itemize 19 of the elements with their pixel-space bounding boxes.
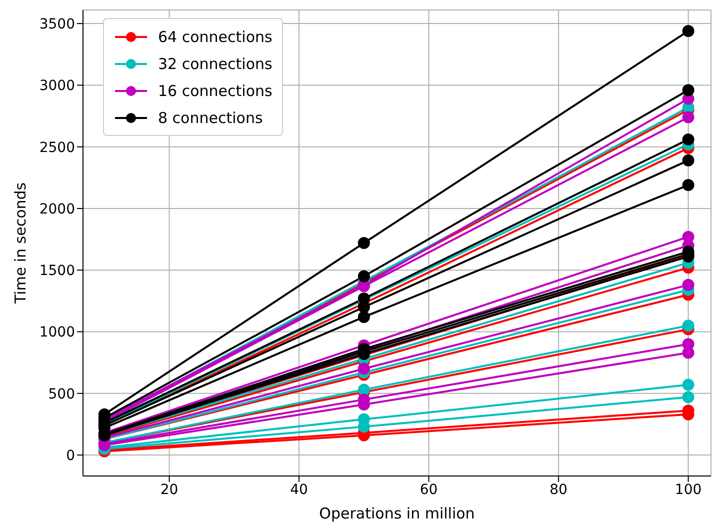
legend-label: 8 connections bbox=[158, 108, 263, 126]
y-tick-label: 0 bbox=[66, 448, 75, 464]
x-tick-label: 80 bbox=[550, 482, 568, 498]
x-tick-label: 40 bbox=[290, 482, 308, 498]
legend-label: 16 connections bbox=[158, 82, 272, 100]
y-tick-label: 2000 bbox=[39, 201, 75, 218]
x-tick-label: 20 bbox=[160, 482, 178, 498]
y-tick-label: 3000 bbox=[39, 78, 75, 94]
y-tick-label: 500 bbox=[48, 386, 75, 402]
legend-label: 32 connections bbox=[158, 54, 272, 72]
y-tick-label: 1500 bbox=[39, 263, 75, 280]
y-tick-label: 1000 bbox=[39, 324, 75, 341]
legend-label: 64 connections bbox=[158, 28, 272, 46]
x-axis-title: Operations in million bbox=[319, 504, 475, 523]
y-axis-title: Time in seconds bbox=[11, 182, 30, 305]
x-tick-label: 60 bbox=[420, 482, 438, 498]
y-tick-label: 2500 bbox=[39, 140, 75, 156]
y-tick-label: 3500 bbox=[39, 16, 75, 33]
x-tick-label: 100 bbox=[674, 482, 702, 498]
